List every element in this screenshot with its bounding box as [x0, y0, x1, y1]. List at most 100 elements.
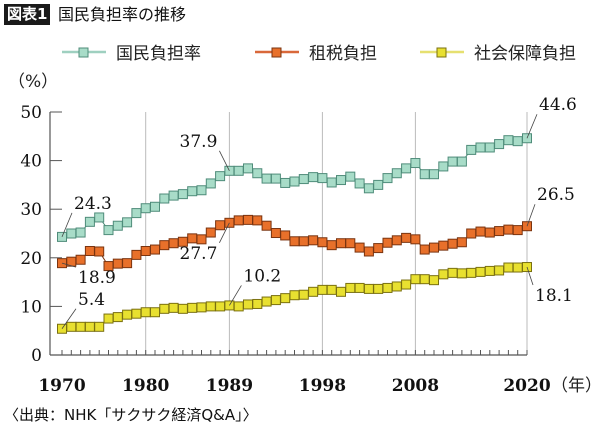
data-point — [317, 173, 328, 184]
data-point — [233, 165, 244, 176]
data-point — [66, 228, 77, 239]
data-point — [243, 299, 253, 310]
data-point — [215, 301, 226, 312]
data-point — [243, 214, 253, 225]
data-point — [289, 236, 300, 247]
data-point — [168, 302, 179, 313]
data-point — [298, 236, 309, 247]
data-point — [410, 234, 421, 245]
data-point — [447, 156, 458, 167]
data-point — [112, 258, 123, 269]
data-point — [140, 203, 151, 214]
data-point — [131, 208, 142, 219]
annotation-leader — [526, 114, 538, 139]
figure-number-badge: 図表1 — [4, 4, 51, 25]
x-tick-label: 2020 — [503, 376, 550, 396]
data-point — [205, 227, 216, 238]
data-point — [131, 249, 142, 260]
data-point — [326, 177, 337, 188]
data-label: 24.3 — [74, 194, 112, 214]
data-point — [205, 178, 216, 189]
data-point — [261, 220, 272, 231]
data-point — [326, 240, 337, 251]
data-point — [66, 321, 77, 332]
data-point — [456, 156, 467, 167]
data-point — [429, 242, 439, 253]
source-note: 〈出典：NHK「サクサク経済Q&A」〉 — [4, 406, 258, 424]
data-point — [475, 266, 486, 277]
data-point — [466, 228, 477, 239]
legend-marker — [78, 47, 89, 58]
data-point — [280, 177, 291, 188]
data-point — [345, 238, 356, 249]
data-point — [289, 290, 300, 301]
data-point — [484, 265, 495, 276]
data-point — [233, 301, 244, 312]
y-tick-label: 20 — [20, 249, 42, 269]
data-point — [177, 303, 188, 314]
data-point — [215, 171, 226, 182]
data-point — [196, 302, 207, 313]
data-point — [270, 228, 281, 239]
data-point — [159, 240, 170, 251]
data-point — [447, 267, 458, 278]
y-tick-label: 0 — [31, 346, 42, 366]
data-point — [429, 169, 439, 180]
data-point — [494, 139, 505, 150]
data-point — [373, 179, 384, 190]
data-point — [317, 284, 328, 295]
data-point — [401, 163, 412, 174]
data-point — [94, 246, 105, 257]
data-point — [196, 234, 207, 245]
data-point — [75, 254, 86, 265]
data-point — [512, 262, 523, 273]
data-label: 18.9 — [78, 268, 116, 288]
data-point — [298, 289, 309, 300]
y-axis-unit: （%） — [8, 72, 58, 92]
data-point — [215, 220, 226, 231]
data-point — [354, 178, 365, 189]
data-point — [382, 282, 393, 293]
data-point — [363, 283, 374, 294]
data-point — [419, 169, 430, 180]
data-label: 5.4 — [78, 290, 105, 310]
data-point — [373, 283, 384, 294]
data-point — [308, 172, 319, 183]
data-label: 37.9 — [180, 132, 218, 152]
data-point — [429, 275, 439, 286]
data-point — [401, 279, 412, 290]
data-point — [354, 242, 365, 253]
data-label: 18.1 — [535, 286, 573, 306]
data-point — [382, 237, 393, 248]
annotation-leader — [526, 204, 536, 227]
data-point — [484, 142, 495, 153]
x-tick-label: 1998 — [299, 376, 346, 396]
data-point — [512, 225, 523, 236]
data-point — [280, 293, 291, 304]
data-point — [270, 295, 281, 306]
data-point — [419, 274, 430, 285]
data-point — [456, 237, 467, 248]
data-point — [168, 190, 179, 201]
data-point — [84, 321, 95, 332]
data-point — [373, 243, 384, 254]
data-point — [103, 313, 114, 324]
data-point — [438, 240, 449, 251]
data-point — [410, 274, 421, 285]
data-point — [112, 220, 123, 231]
data-point — [150, 244, 160, 255]
data-point — [261, 296, 272, 307]
data-point — [168, 238, 179, 249]
data-point — [94, 321, 105, 332]
data-point — [503, 262, 514, 273]
annotation-leader — [61, 308, 77, 329]
data-point — [512, 136, 523, 147]
data-point — [336, 238, 346, 249]
data-point — [270, 173, 281, 184]
data-point — [289, 176, 300, 187]
data-point — [391, 235, 402, 246]
data-point — [447, 238, 458, 249]
data-point — [205, 301, 216, 312]
x-tick-label: 2008 — [392, 376, 439, 396]
